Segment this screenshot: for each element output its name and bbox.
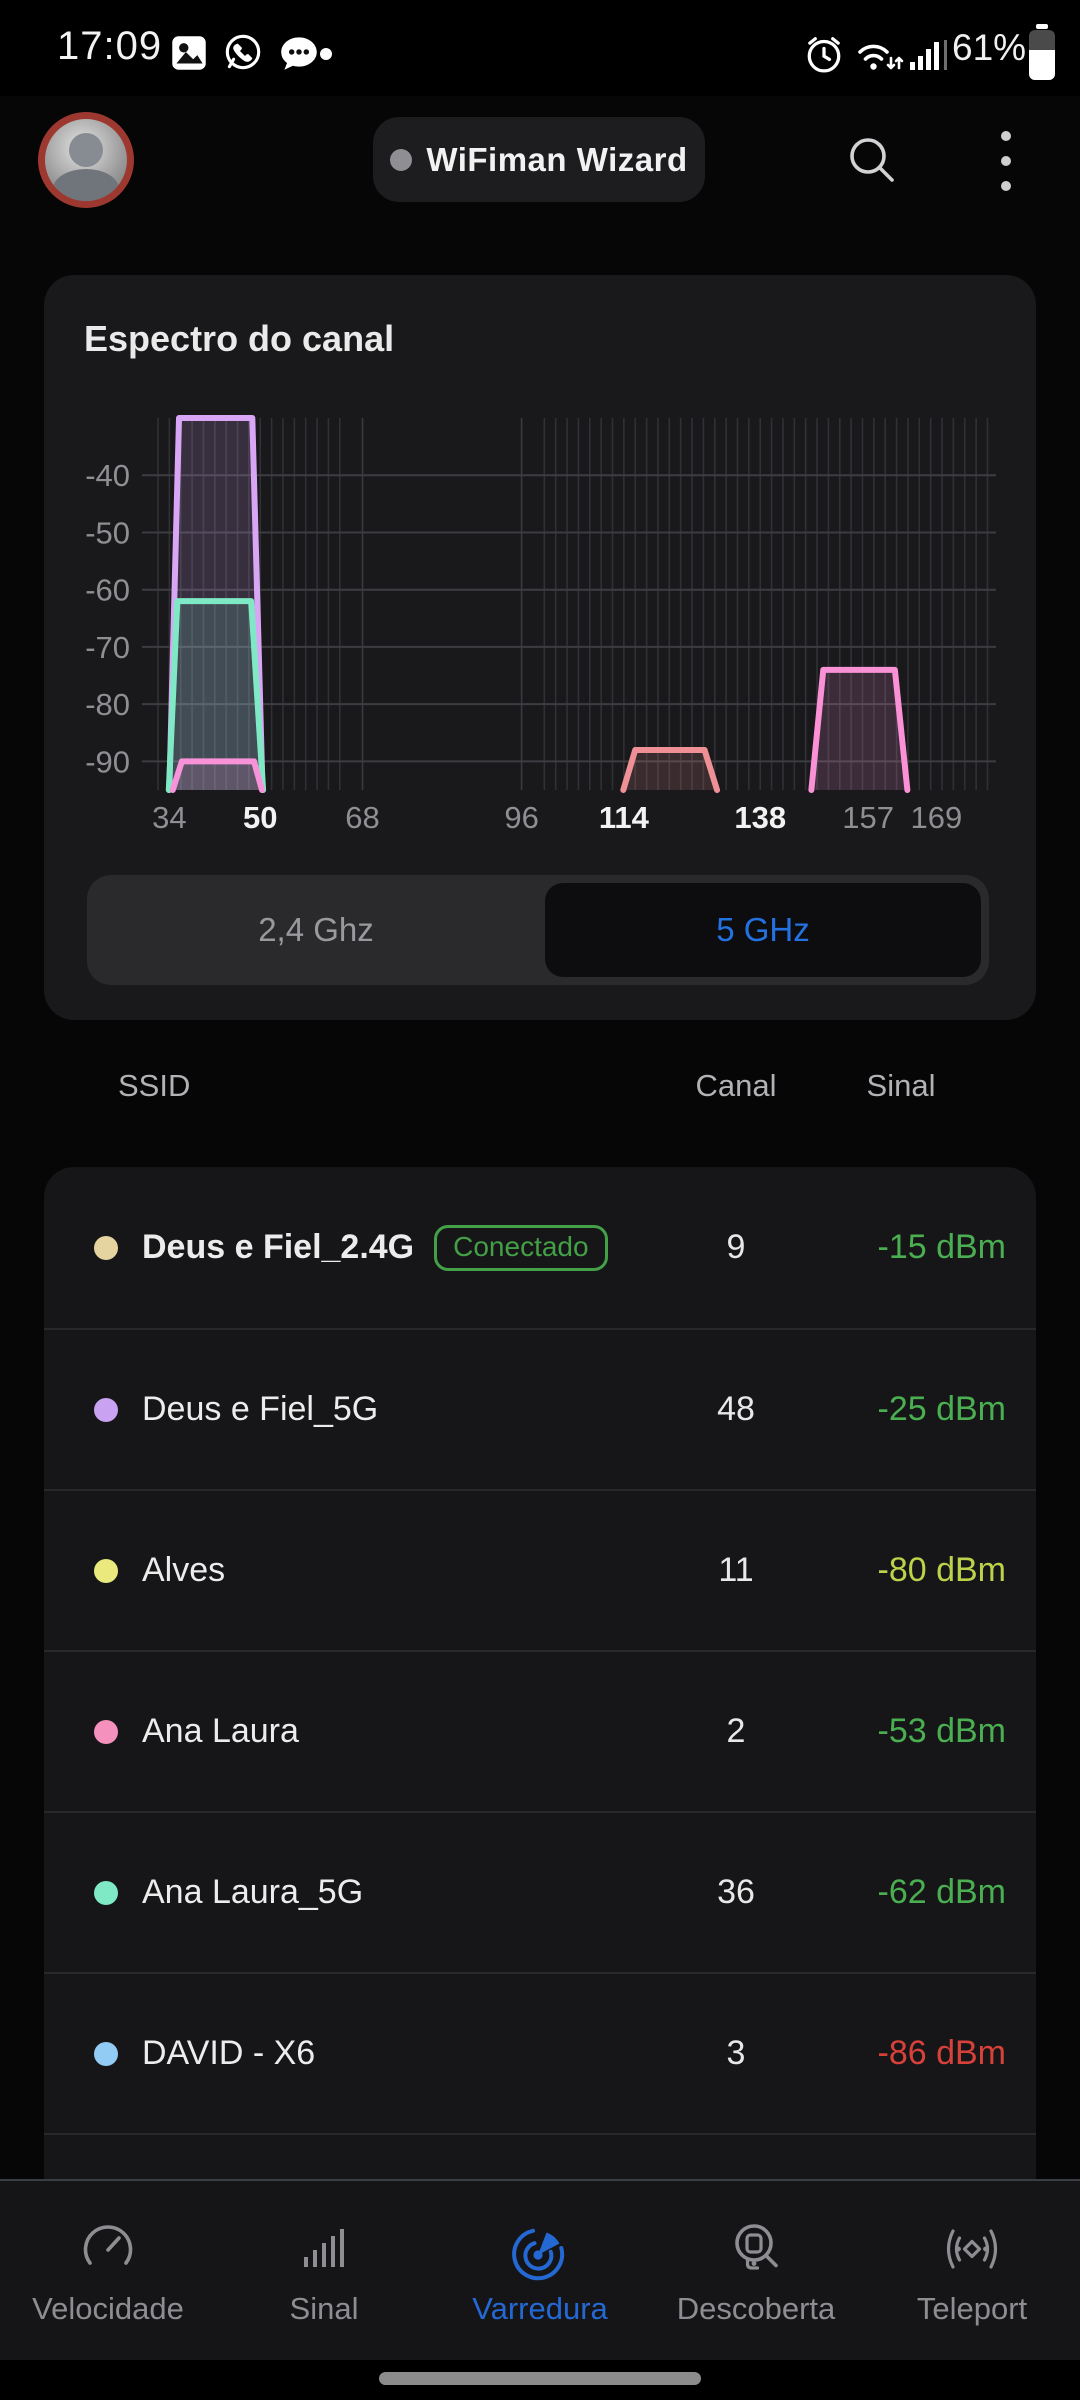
ssid-label: Alves	[142, 1551, 226, 1589]
ssid-label: Ana Laura	[142, 1712, 299, 1750]
signal-value: -25 dBm	[877, 1390, 1007, 1428]
channel-value: 48	[717, 1390, 755, 1428]
cell-signal-icon	[910, 40, 947, 70]
channel-value: 11	[718, 1551, 754, 1589]
whatsapp-notification-icon	[225, 34, 261, 70]
search-icon[interactable]	[842, 130, 902, 190]
radar-scan-icon	[512, 2228, 565, 2280]
band-5ghz-button[interactable]: 5 GHz	[545, 883, 981, 977]
network-color-dot	[94, 1558, 118, 1583]
overflow-menu-icon[interactable]	[988, 124, 1024, 198]
avatar-body-silhouette	[53, 169, 119, 201]
status-clock: 17:09	[57, 24, 163, 68]
battery-percent: 61%	[952, 27, 1027, 68]
table-row[interactable]: Alves 11 -80 dBm	[44, 1489, 1036, 1650]
table-row[interactable]: Ana Laura 2 -53 dBm	[44, 1650, 1036, 1811]
nav-item-varredura[interactable]: Varredura	[432, 2181, 648, 2362]
network-color-dot	[94, 1880, 118, 1905]
status-bar: 17:09	[0, 0, 1080, 96]
signal-bars-icon	[304, 2228, 344, 2267]
app-title: WiFiman Wizard	[426, 140, 688, 178]
home-indicator[interactable]	[379, 2372, 701, 2385]
ssid-label: Ana Laura_5G	[142, 1873, 364, 1911]
signal-value: -15 dBm	[877, 1228, 1007, 1266]
signal-value: -86 dBm	[877, 2034, 1007, 2072]
nav-label: Varredura	[472, 2290, 608, 2326]
ssid-label: Deus e Fiel_2.4G	[142, 1228, 415, 1266]
network-color-dot	[94, 1235, 118, 1260]
discovery-search-icon	[735, 2223, 778, 2270]
notification-dot	[320, 48, 332, 60]
channel-value: 36	[717, 1873, 755, 1911]
header-channel: Canal	[695, 1068, 777, 1103]
alarm-icon	[807, 37, 841, 73]
network-color-dot	[94, 1397, 118, 1422]
table-row[interactable]: Ana Laura_5G 36 -62 dBm	[44, 1811, 1036, 1972]
band-24ghz-button[interactable]: 2,4 Ghz	[258, 911, 374, 948]
band-toggle: 2,4 Ghz 5 GHz	[87, 875, 989, 985]
nav-label: Sinal	[289, 2290, 359, 2326]
status-dot-icon	[390, 148, 413, 171]
gallery-notification-icon	[172, 36, 206, 70]
app-title-pill[interactable]: WiFiman Wizard	[373, 117, 705, 202]
ssid-label: DAVID - X6	[142, 2034, 316, 2072]
nav-label: Teleport	[916, 2290, 1028, 2326]
nav-item-velocidade[interactable]: Velocidade	[0, 2181, 216, 2362]
signal-value: -80 dBm	[877, 1551, 1007, 1589]
header-ssid: SSID	[118, 1068, 191, 1103]
spectrum-card-title: Espectro do canal	[84, 318, 395, 359]
network-table: Deus e Fiel_2.4G Conectado 9 -15 dBm Deu…	[44, 1167, 1036, 2180]
avatar-head-silhouette	[69, 133, 103, 167]
nav-label: Descoberta	[676, 2290, 836, 2326]
table-row[interactable]: Deus e Fiel_5G 48 -25 dBm	[44, 1328, 1036, 1489]
avatar[interactable]	[38, 112, 134, 208]
network-color-dot	[94, 1719, 118, 1744]
channel-value: 9	[726, 1228, 746, 1266]
signal-value: -62 dBm	[877, 1873, 1007, 1911]
table-row-partial	[44, 2133, 1036, 2180]
battery-icon	[1029, 24, 1055, 80]
network-color-dot	[94, 2041, 118, 2066]
nav-item-descoberta[interactable]: Descoberta	[648, 2181, 864, 2362]
channel-value: 3	[726, 2034, 746, 2072]
teleport-icon	[946, 2228, 998, 2269]
wifi-status-icon	[858, 44, 904, 70]
messages-notification-icon	[281, 37, 317, 70]
channel-value: 2	[726, 1712, 746, 1750]
nav-item-sinal[interactable]: Sinal	[216, 2181, 432, 2362]
connected-badge: Conectado	[434, 1224, 608, 1271]
nav-label: Velocidade	[32, 2290, 184, 2326]
speedometer-icon	[83, 2224, 133, 2265]
network-table-header: SSID Canal Sinal	[44, 1056, 1036, 1116]
header-signal: Sinal	[866, 1068, 936, 1103]
nav-item-teleport[interactable]: Teleport	[864, 2181, 1080, 2362]
signal-value: -53 dBm	[877, 1712, 1007, 1750]
table-row[interactable]: DAVID - X6 3 -86 dBm	[44, 1972, 1036, 2133]
bottom-navigation: Velocidade Sinal Varredura	[0, 2179, 1080, 2362]
table-row[interactable]: Deus e Fiel_2.4G Conectado 9 -15 dBm	[44, 1167, 1036, 1328]
ssid-label: Deus e Fiel_5G	[142, 1390, 379, 1428]
